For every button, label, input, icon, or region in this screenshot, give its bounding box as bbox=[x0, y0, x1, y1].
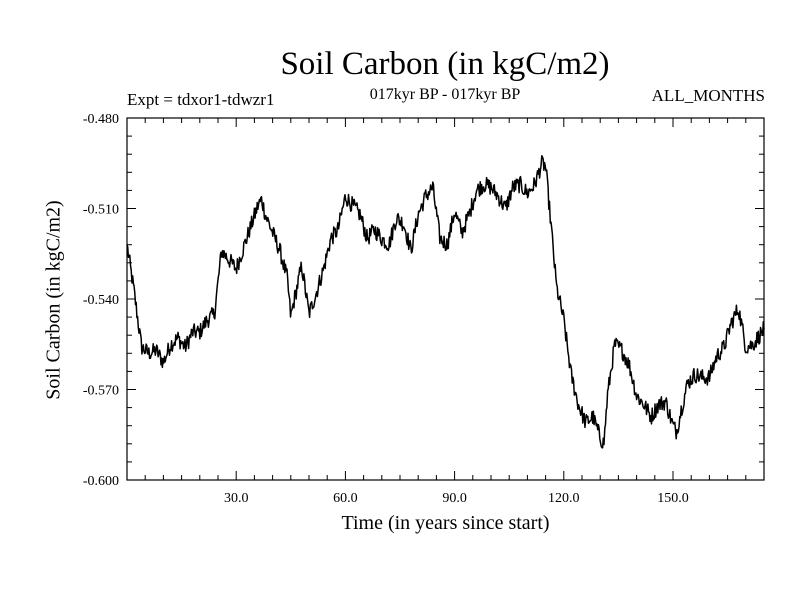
chart-title: Soil Carbon (in kgC/m2) bbox=[280, 46, 610, 82]
series-line bbox=[126, 154, 765, 449]
x-tick-label: 150.0 bbox=[657, 491, 689, 506]
months-label: ALL_MONTHS bbox=[651, 86, 765, 105]
y-axis: -0.480 -0.510 -0.540 -0.570 -0.600 bbox=[83, 112, 764, 489]
y-tick-label: -0.540 bbox=[83, 293, 119, 308]
x-tick-label: 30.0 bbox=[224, 491, 249, 506]
y-tick-label: -0.480 bbox=[83, 112, 119, 127]
x-axis: 30.0 60.0 90.0 120.0 150.0 bbox=[144, 118, 747, 506]
y-axis-label: Soil Carbon (in kgC/m2) bbox=[42, 200, 65, 400]
y-tick-label: -0.570 bbox=[83, 384, 119, 399]
period-label: 017kyr BP - 017kyr BP bbox=[369, 86, 521, 103]
x-axis-label: Time (in years since start) bbox=[341, 512, 550, 534]
y-tick-label: -0.510 bbox=[83, 203, 119, 218]
experiment-label: Expt = tdxor1-tdwzr1 bbox=[127, 90, 275, 109]
x-tick-label: 90.0 bbox=[442, 491, 467, 506]
x-tick-label: 60.0 bbox=[333, 491, 358, 506]
x-tick-label: 120.0 bbox=[548, 491, 580, 506]
plot-frame bbox=[126, 117, 765, 481]
y-tick-label: -0.600 bbox=[83, 474, 119, 489]
